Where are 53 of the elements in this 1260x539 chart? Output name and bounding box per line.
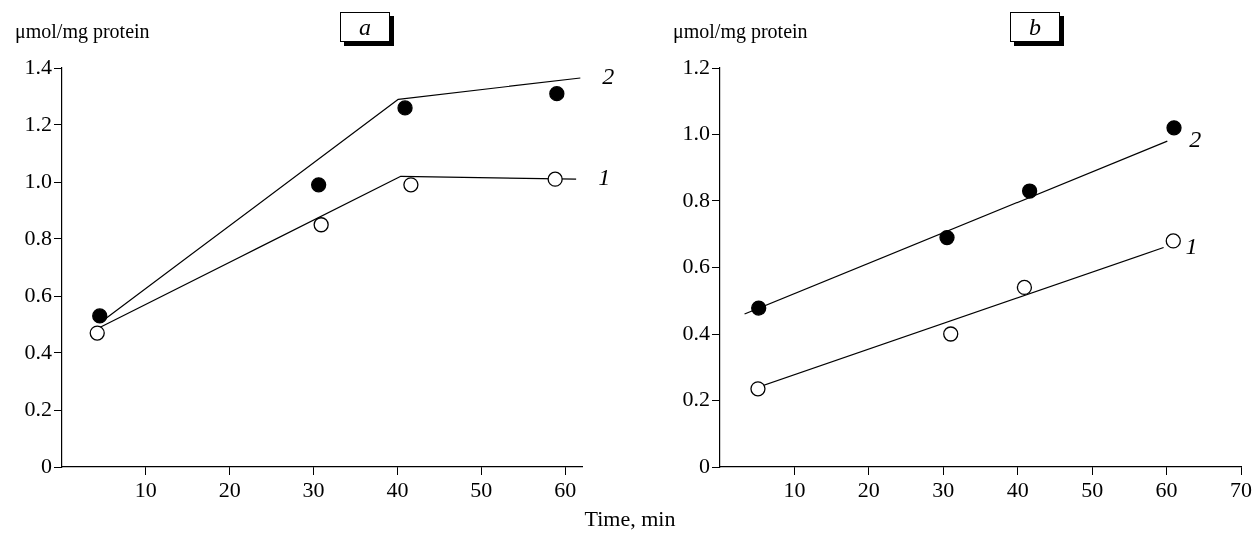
series-label: 2	[1189, 126, 1202, 153]
x-tick-label: 40	[1006, 476, 1029, 502]
y-axis-title: μmol/mg protein	[673, 20, 808, 43]
point	[750, 381, 766, 397]
point	[1166, 120, 1182, 136]
series-label: 2	[602, 63, 615, 90]
point	[549, 86, 565, 102]
x-tick-label: 40	[386, 476, 409, 502]
x-tick-label: 10	[134, 476, 157, 502]
y-tick-label: 1.4	[24, 53, 52, 79]
x-tick-label: 50	[470, 476, 493, 502]
x-tick-label: 50	[1081, 476, 1104, 502]
y-tick-label: 0.6	[24, 281, 52, 307]
point	[1165, 233, 1181, 249]
point	[311, 177, 327, 193]
chart-title: b	[1010, 12, 1060, 42]
x-axis-title: Time, min	[583, 506, 677, 532]
point	[89, 325, 105, 341]
x-tick-label: 30	[302, 476, 325, 502]
x-tick-label: 20	[218, 476, 241, 502]
x-tick-label: 70	[1230, 476, 1252, 502]
y-tick-label: 0.2	[682, 386, 710, 412]
series-label: 1	[598, 164, 611, 191]
y-tick-label: 0	[41, 452, 52, 478]
y-tick-label: 0.4	[24, 338, 52, 364]
series-label: 1	[1185, 232, 1198, 259]
point	[313, 217, 329, 233]
point	[1021, 183, 1038, 199]
point	[1016, 279, 1033, 296]
y-tick-label: 1.0	[24, 167, 52, 193]
point	[92, 308, 108, 324]
y-axis-title: μmol/mg protein	[15, 20, 150, 43]
point	[939, 229, 955, 246]
y-tick-label: 0.2	[24, 395, 52, 421]
x-tick-label: 10	[783, 476, 806, 502]
y-tick-label: 0.6	[682, 253, 710, 279]
chart-title: a	[340, 12, 390, 42]
point	[397, 100, 413, 116]
y-tick-label: 0	[699, 452, 710, 478]
point	[547, 171, 563, 187]
x-tick-label: 20	[857, 476, 880, 502]
y-tick-label: 0.8	[24, 224, 52, 250]
x-tick-label: 30	[932, 476, 955, 502]
point	[943, 326, 959, 342]
x-tick-label: 60	[1155, 476, 1178, 502]
y-tick-label: 1.0	[682, 120, 710, 146]
y-tick-label: 1.2	[682, 53, 710, 79]
y-tick-label: 0.4	[682, 319, 710, 345]
y-tick-label: 0.8	[682, 186, 710, 212]
y-tick-label: 1.2	[24, 110, 52, 136]
point	[751, 300, 767, 316]
point	[403, 177, 419, 193]
x-tick-label: 60	[554, 476, 577, 502]
